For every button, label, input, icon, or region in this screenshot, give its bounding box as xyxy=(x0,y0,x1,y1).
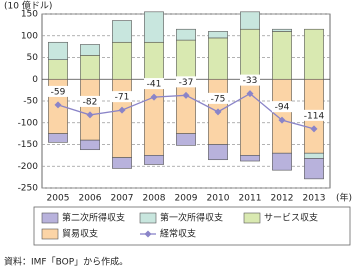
y-tick-label: 100 xyxy=(21,31,38,41)
line-marker xyxy=(54,101,62,109)
line-marker xyxy=(182,91,190,99)
y-tick-label: 0 xyxy=(32,75,38,85)
legend-label: 貿易収支 xyxy=(62,228,98,240)
bar-segment xyxy=(48,59,68,80)
y-tick-label: 150 xyxy=(21,10,38,20)
bar-segment xyxy=(272,28,292,32)
y-tick-label: -100 xyxy=(18,118,39,128)
line-marker xyxy=(118,106,126,114)
value-label-bg xyxy=(48,85,68,97)
legend-label: 経常収支 xyxy=(160,228,196,240)
bar-segment xyxy=(208,37,228,80)
bar-segment xyxy=(272,31,292,80)
value-label-bg xyxy=(240,74,260,86)
value-label: -59 xyxy=(51,87,66,97)
value-label: -82 xyxy=(83,97,98,107)
bar-segment xyxy=(304,158,324,180)
x-tick-label: 2005 xyxy=(47,194,70,204)
line-marker xyxy=(278,116,286,124)
line-marker xyxy=(214,108,222,116)
value-label-bg xyxy=(176,76,196,88)
x-unit-label: (年) xyxy=(336,192,352,204)
bar-segment xyxy=(80,139,100,151)
bar-segment xyxy=(176,28,196,41)
bar-segment xyxy=(176,39,196,80)
y-unit-label: (10 億ドル) xyxy=(4,0,52,12)
value-label-bg xyxy=(272,101,292,113)
bar-segment xyxy=(112,20,132,43)
legend-swatch xyxy=(139,212,157,224)
legend-swatch xyxy=(41,212,59,224)
bar-segment xyxy=(80,44,100,56)
value-label-bg xyxy=(112,91,132,103)
value-label-bg xyxy=(80,95,100,107)
bar-segment xyxy=(112,41,132,80)
line-marker xyxy=(86,111,94,119)
legend-label: 第二次所得収支 xyxy=(62,212,125,224)
bar-segment xyxy=(240,11,260,30)
x-tick-label: 2007 xyxy=(111,194,134,204)
source-note: 資料：IMF「BOP」から作成。 xyxy=(4,256,128,268)
value-label: -33 xyxy=(243,76,258,86)
value-label: -114 xyxy=(304,111,325,121)
bar-segment xyxy=(112,78,132,158)
bar-segment xyxy=(80,55,100,80)
bar-segment xyxy=(144,155,164,165)
legend-label: 第一次所得収支 xyxy=(160,212,223,224)
bar-segment xyxy=(272,152,292,171)
value-label-bg xyxy=(208,92,228,104)
bar-segment xyxy=(112,157,132,169)
y-tick-label: -250 xyxy=(18,184,39,194)
x-tick-label: 2006 xyxy=(79,194,102,204)
value-label: -71 xyxy=(115,93,130,103)
bar-segment xyxy=(208,144,228,161)
bar-segment xyxy=(144,11,164,43)
legend-swatch xyxy=(41,228,59,240)
legend-marker xyxy=(144,230,152,238)
line-marker xyxy=(150,93,158,101)
y-tick-label: -50 xyxy=(23,97,38,107)
x-tick-label: 2009 xyxy=(175,194,198,204)
value-label: -41 xyxy=(147,80,162,90)
bar-segment xyxy=(176,133,196,146)
bar-segment xyxy=(80,78,100,141)
line-marker xyxy=(246,90,254,98)
y-tick-label: 50 xyxy=(27,53,39,63)
bar-segment xyxy=(48,41,68,60)
bar-segment xyxy=(304,152,324,159)
bar-segment xyxy=(48,133,68,143)
legend-label: サービス収支 xyxy=(264,212,318,224)
x-tick-label: 2008 xyxy=(143,194,166,204)
bar-segment xyxy=(144,41,164,80)
bar-segment xyxy=(208,31,228,39)
line-marker xyxy=(310,125,318,133)
bar-segment xyxy=(304,28,324,80)
y-tick-label: -200 xyxy=(18,162,39,172)
x-tick-label: 2010 xyxy=(207,194,230,204)
bar-segment xyxy=(144,78,164,156)
legend-box xyxy=(33,206,351,246)
x-tick-label: 2012 xyxy=(271,194,294,204)
bar-segment xyxy=(240,155,260,162)
value-label: -94 xyxy=(275,103,290,113)
bar-segment xyxy=(272,78,292,154)
x-tick-label: 2011 xyxy=(239,194,262,204)
value-label: -37 xyxy=(179,78,194,88)
legend-swatch xyxy=(243,212,261,224)
value-label: -75 xyxy=(211,94,226,104)
y-tick-label: -150 xyxy=(18,140,39,150)
value-label-bg xyxy=(144,78,164,90)
x-tick-label: 2013 xyxy=(303,194,326,204)
bar-segment xyxy=(240,28,260,80)
value-label-bg xyxy=(304,109,324,121)
